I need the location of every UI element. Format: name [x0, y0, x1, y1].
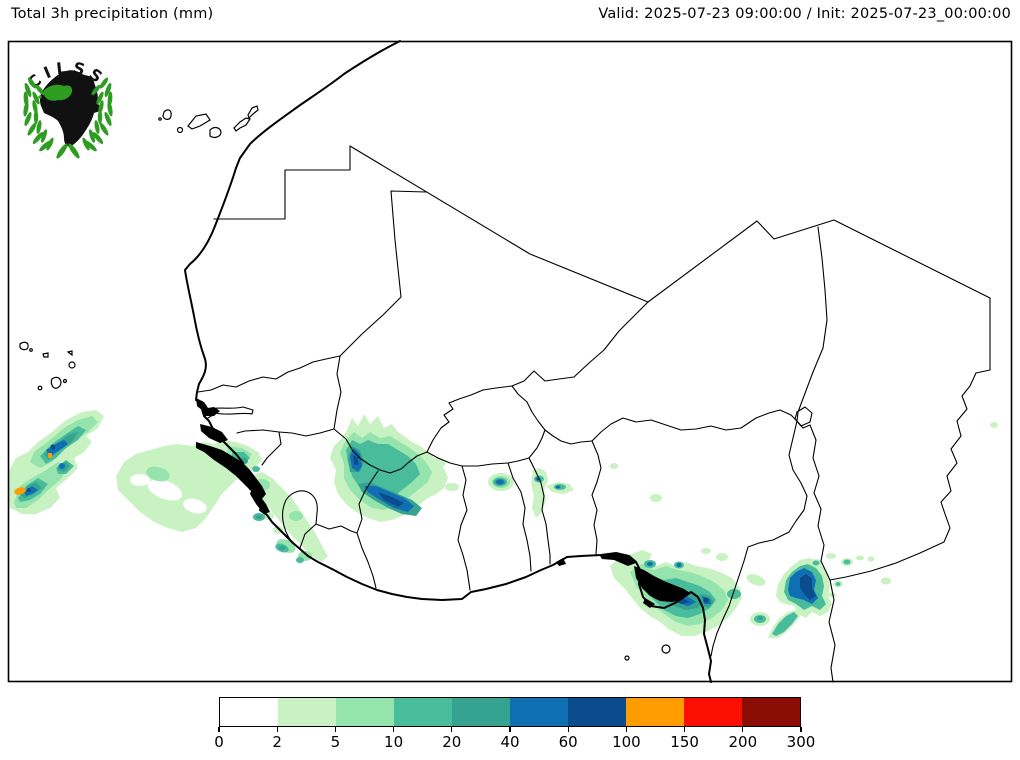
colorbar-tick-label: 20 — [442, 733, 462, 751]
colorbar-tick-label: 10 — [384, 733, 404, 751]
colorbar-tick-label: 300 — [786, 733, 816, 751]
colorbar-tick-label: 40 — [500, 733, 520, 751]
coastline — [19, 40, 712, 683]
border-niger-benin — [544, 429, 593, 445]
colorbar-tick-label: 5 — [330, 733, 341, 751]
colorbar-tick-label: 0 — [214, 733, 224, 751]
border-benin-nigeria — [591, 440, 602, 555]
colorbar-segment — [394, 698, 452, 726]
map-frame — [7, 40, 1013, 683]
colorbar-tick-label: 200 — [728, 733, 758, 751]
colorbar-segment — [336, 698, 394, 726]
colorbar-tick — [218, 727, 220, 732]
colorbar-tick — [276, 727, 278, 732]
map-background — [8, 41, 1012, 682]
green-dot — [38, 95, 42, 99]
border-mali-burkina — [426, 385, 513, 453]
border-burkina-cotedivoire — [426, 451, 463, 467]
colorbar-tick — [392, 727, 395, 732]
page-title: Total 3h precipitation (mm) — [11, 6, 214, 22]
border-guinea-liberia — [315, 470, 379, 534]
border-niger-chad — [796, 226, 828, 422]
colorbar-tick — [800, 727, 802, 732]
border-chad-cameroon — [796, 420, 831, 581]
colorbar-tick-label: 100 — [612, 733, 641, 751]
border-nigeria-cameroon — [710, 420, 808, 657]
colorbar-tick — [334, 727, 337, 732]
border-niger-nigeria — [591, 409, 798, 442]
west-africa-green-region — [44, 84, 73, 101]
colorbar-tick-label: 2 — [272, 733, 282, 751]
estuaries-deltas — [196, 398, 690, 608]
border-cotedivoire-liberia — [356, 532, 377, 589]
canary-islands — [162, 109, 172, 120]
colorbar-segment — [510, 698, 568, 726]
border-mauritania-mali-senegal — [197, 190, 427, 393]
bioko-island — [661, 644, 671, 654]
border-guinea-bissau-guinea — [261, 431, 282, 466]
border-algeria-libya-chad — [349, 145, 991, 683]
border-western-sahara — [213, 145, 351, 220]
border-ghana-togo — [507, 462, 532, 572]
colorbar-tick — [625, 727, 628, 732]
border-burkina-niger — [511, 385, 546, 431]
border-burkina-south — [461, 429, 546, 467]
lake-chad-outline — [794, 406, 813, 427]
colorbar-segment — [452, 698, 510, 726]
border-cotedivoire-ghana — [457, 465, 471, 591]
colorbar-tick — [567, 727, 569, 732]
colorbar-tick-label: 150 — [670, 733, 699, 751]
border-togo-benin — [528, 457, 551, 565]
precip-level-100mm — [14, 453, 52, 495]
colorbar-tick — [742, 727, 744, 732]
cilss-logo: CILSS — [14, 45, 122, 161]
islands — [19, 105, 671, 661]
colorbar-ticks: 0 2 5 10 20 40 60 100 150 200 300 — [214, 727, 815, 750]
colorbar-tick — [451, 727, 453, 732]
border-mali-niger — [511, 301, 649, 387]
colorbar-segment — [278, 698, 336, 726]
country-borders — [197, 145, 991, 683]
border-sierra-leone — [282, 490, 318, 549]
colorbar — [219, 697, 801, 727]
colorbar-tick-label: 60 — [558, 733, 578, 751]
border-senegal-guinea-bissau — [236, 428, 335, 437]
colorbar-segment — [568, 698, 626, 726]
border-senegal-mali — [333, 355, 342, 430]
valid-init-timestamp: Valid: 2025-07-23 09:00:00 / Init: 2025-… — [598, 6, 1011, 22]
colorbar-tick — [683, 727, 686, 732]
border-mali-guinea-cotedivoire — [333, 428, 428, 474]
precip-gaps — [130, 474, 207, 514]
colorbar-segment — [220, 698, 278, 726]
border-gambia — [205, 406, 254, 419]
colorbar-segment — [684, 698, 742, 726]
colorbar-segment — [626, 698, 684, 726]
laurel-cross — [56, 143, 80, 159]
colorbar-segment — [742, 698, 800, 726]
colorbar-tick — [509, 727, 511, 732]
cape-verde-islands — [19, 341, 29, 351]
